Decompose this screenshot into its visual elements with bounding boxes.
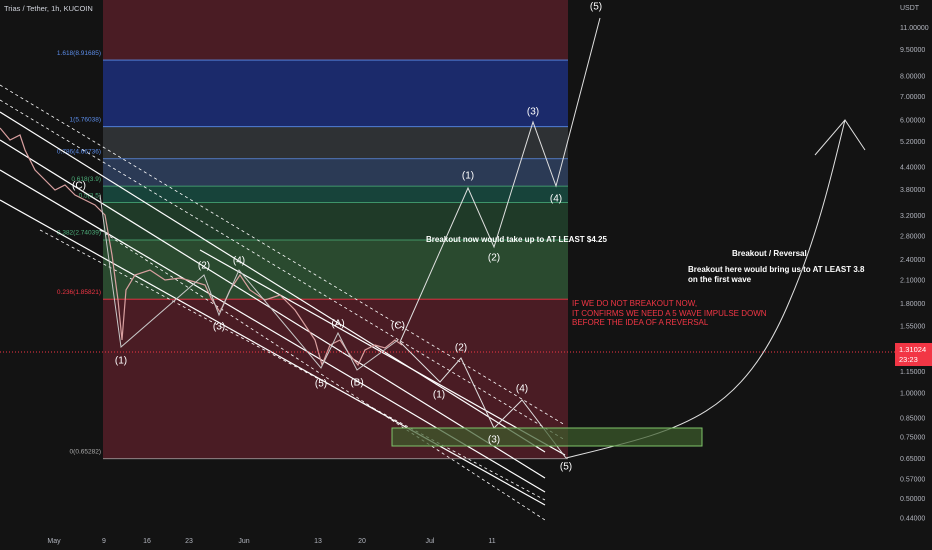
zone xyxy=(103,239,568,300)
price-path xyxy=(0,127,403,367)
warning: IT CONFIRMS WE NEED A 5 WAVE IMPULSE DOW… xyxy=(572,309,767,318)
price-tick-label: 1.55000 xyxy=(900,324,925,331)
date-tick-label: 16 xyxy=(143,538,151,545)
price-tick-label: 5.20000 xyxy=(900,139,925,146)
price-tick-label: 3.20000 xyxy=(900,213,925,220)
zone xyxy=(103,126,568,159)
wave-label: (5) xyxy=(590,2,602,13)
price-tick-label: 0.65000 xyxy=(900,456,925,463)
price-tick-label: 7.00000 xyxy=(900,94,925,101)
price-axis xyxy=(895,0,932,550)
currency: USDT xyxy=(900,5,920,12)
date-tick-label: 11 xyxy=(488,538,495,545)
fib-label: 0(0.65282) xyxy=(70,448,101,455)
fib-label: 1(5.76038) xyxy=(70,116,101,123)
axis-labels: 11.00000 9.50000 8.00000 7.00000 6.00000 5.20… xyxy=(47,25,928,545)
fib-label: 0.382(2.74039) xyxy=(57,230,101,237)
price-tick-label: 6.00000 xyxy=(900,117,925,124)
wave-label: (4) xyxy=(516,384,528,395)
projection-down xyxy=(399,341,567,459)
date-tick-label: 9 xyxy=(102,538,106,545)
price-tick-label: 0.50000 xyxy=(900,496,925,503)
price-tick-label: 0.57000 xyxy=(900,476,925,483)
fib-label: 1.618(8.91685) xyxy=(57,50,101,57)
wave-label: (2) xyxy=(488,253,500,264)
fib-label: 0.618(3.9) xyxy=(71,176,101,183)
price-tick-label: 0.44000 xyxy=(900,516,925,523)
current-price-badge xyxy=(895,343,932,366)
warning: BEFORE THE IDEA OF A REVERSAL xyxy=(572,318,709,327)
wave-label: (C) xyxy=(72,181,86,192)
annotation: Breakout here would bring us to AT LEAST… xyxy=(688,265,865,274)
fib-zones: 1.618(8.91685) 1(5.76038) 0.786(4.66736) 0.… xyxy=(57,0,568,460)
price-tick-label: 3.80000 xyxy=(900,187,925,194)
wave-label: (1) xyxy=(462,171,474,182)
zone xyxy=(103,60,568,127)
date-tick-label: Jul xyxy=(426,538,435,545)
warning: IF WE DO NOT BREAKOUT NOW, xyxy=(572,299,697,308)
price-tick-label: 1.00000 xyxy=(900,391,925,398)
wave-label: (1) xyxy=(115,356,127,367)
price-tick-label: 4.40000 xyxy=(900,165,925,172)
zone xyxy=(103,158,568,187)
annotation: Breakout / Reversal xyxy=(732,249,807,258)
price-tick-label: 9.50000 xyxy=(900,47,925,54)
price-tick-label: 0.75000 xyxy=(900,434,925,441)
symbol-title: Trias / Tether, 1h, KUCOIN xyxy=(4,4,93,13)
price-tick-label: 1.80000 xyxy=(900,301,925,308)
wave-labels: (5) (3) (1) (4) (2) (2) (4) (3) (1) (A) (C) (5) (B) (… xyxy=(72,2,602,473)
wave-label: (5) xyxy=(315,379,327,390)
fib-label: 0.236(1.85821) xyxy=(57,289,101,296)
price-tick-label: 2.80000 xyxy=(900,234,925,241)
wave-label: (3) xyxy=(527,107,539,118)
price-tick-label: 11.00000 xyxy=(900,25,929,32)
wave-label: (C) xyxy=(391,321,405,332)
countdown: 23:23 xyxy=(899,355,918,364)
wave-label: (5) xyxy=(560,462,572,473)
annotation: Breakout now would take up to AT LEAST $… xyxy=(426,235,607,244)
date-tick-label: 23 xyxy=(185,538,193,545)
price-tick-label: 2.40000 xyxy=(900,257,925,264)
waves-past xyxy=(99,194,399,371)
zone xyxy=(103,0,568,61)
wave-label: (1) xyxy=(433,390,445,401)
price-tick-label: 8.00000 xyxy=(900,73,925,80)
wave-label: (A) xyxy=(331,319,344,330)
date-tick-label: May xyxy=(47,538,61,545)
price-tick-label: 2.10000 xyxy=(900,277,925,284)
current-price: 1.31024 xyxy=(899,345,926,354)
price-tick-label: 1.15000 xyxy=(900,369,925,376)
target-box xyxy=(391,427,703,447)
wave-label: (2) xyxy=(455,343,467,354)
zone xyxy=(103,186,568,203)
date-tick-label: 20 xyxy=(358,538,366,545)
date-tick-label: 13 xyxy=(314,538,322,545)
wave-label: (3) xyxy=(488,435,500,446)
wave-label: (2) xyxy=(198,261,210,272)
wave-label: (4) xyxy=(550,194,562,205)
projection-up xyxy=(399,17,601,343)
wave-label: (4) xyxy=(233,256,245,267)
price-tick-label: 0.85000 xyxy=(900,415,925,422)
annotation: on the first wave xyxy=(688,275,752,284)
date-tick-label: Jun xyxy=(238,538,249,545)
fib-label: 0.786(4.66736) xyxy=(57,148,101,155)
wave-label: (B) xyxy=(350,378,363,389)
wave-label: (3) xyxy=(213,322,225,333)
